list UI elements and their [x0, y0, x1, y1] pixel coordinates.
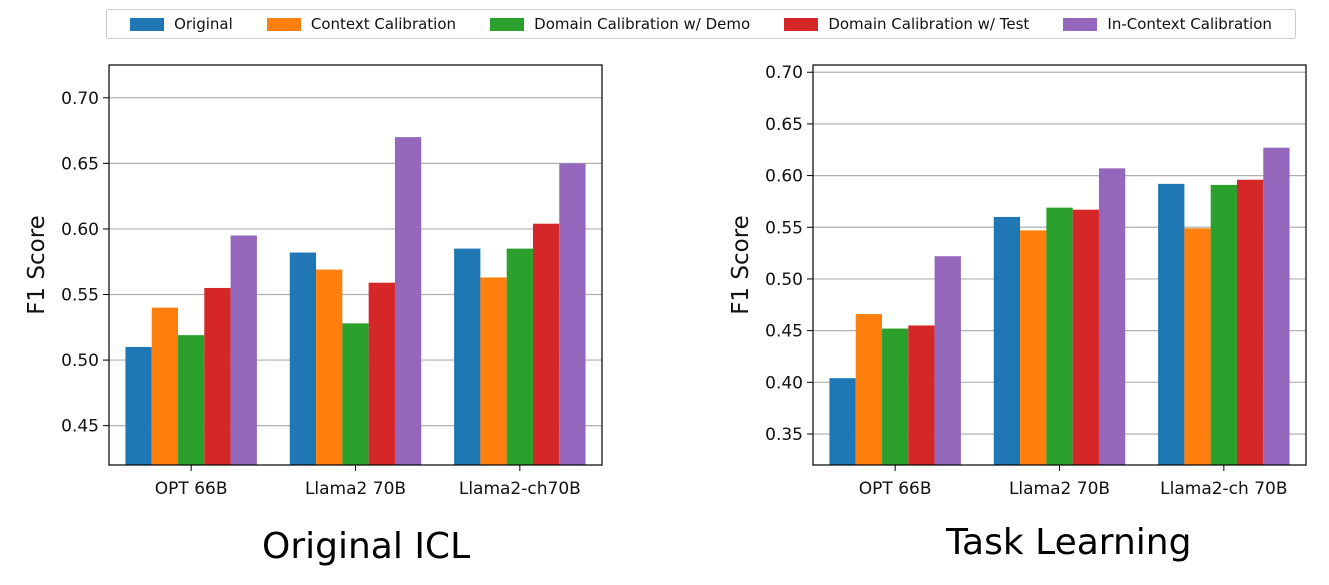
chart-right-ytick-label: 0.50: [765, 270, 803, 290]
legend-item-context-calibration: Context Calibration: [266, 15, 457, 33]
legend-swatch-domain-calibration-demo: [490, 17, 525, 31]
chart-right-bar-5-2: [1098, 168, 1126, 465]
legend-label-domain-calibration-test: Domain Calibration w/ Test: [828, 15, 1030, 33]
legend-item-domain-calibration-test: Domain Calibration w/ Test: [784, 15, 1029, 33]
chart-left-ytick-label: 0.60: [61, 220, 99, 240]
chart-left-bar-5-1: [230, 235, 257, 465]
legend-label-original: Original: [174, 15, 233, 33]
chart-right-bar-2-3: [1184, 228, 1211, 465]
chart-left-bar-2-3: [480, 277, 507, 465]
legend-label-context-calibration: Context Calibration: [310, 15, 457, 33]
chart-right-bar-4-2: [1072, 209, 1099, 465]
chart-left-xtick-label: Llama2 70B: [305, 479, 406, 499]
chart-left-xtick-label: Llama2-ch70B: [459, 479, 581, 499]
chart-left-bar-1-3: [454, 248, 481, 465]
chart-right-bar-5-1: [934, 256, 961, 465]
chart-right-bar-4-3: [1236, 179, 1264, 465]
legend: Original Context Calibration Domain Cali…: [106, 9, 1296, 39]
caption-task-learning: Task Learning: [946, 522, 1192, 563]
chart-right-ytick-label: 0.55: [765, 218, 803, 238]
legend-item-domain-calibration-demo: Domain Calibration w/ Demo: [490, 15, 750, 33]
chart-left-bar-5-3: [559, 163, 586, 465]
chart-right-bar-1-2: [993, 216, 1021, 465]
chart-right-bar-5-3: [1263, 147, 1290, 466]
chart-left-xtick-label: OPT 66B: [155, 479, 228, 499]
chart-right-bar-3-1: [882, 328, 909, 465]
chart-right-ytick-label: 0.45: [765, 322, 803, 342]
chart-right-frame: [812, 64, 1307, 466]
legend-label-domain-calibration-demo: Domain Calibration w/ Demo: [534, 15, 751, 33]
chart-right-ylabel: F1 Score: [728, 215, 754, 315]
chart-left-bar-2-1: [151, 307, 179, 465]
chart-left-bar-4-1: [204, 287, 231, 465]
chart-left-bar-3-1: [178, 335, 205, 465]
chart-left-frame: [108, 64, 603, 466]
chart-left-bar-3-2: [342, 323, 369, 465]
legend-swatch-in-context-calibration: [1063, 17, 1098, 31]
chart-left-ytick-label: 0.45: [61, 417, 99, 437]
chart-left-ytick-label: 0.55: [61, 286, 99, 306]
chart-right-bar-2-1: [855, 314, 883, 465]
legend-item-in-context-calibration: In-Context Calibration: [1063, 15, 1272, 33]
legend-item-original: Original: [130, 15, 233, 33]
chart-right-xtick-label: Llama2-ch 70B: [1160, 479, 1287, 499]
chart-right-bar-3-3: [1210, 184, 1237, 465]
chart-right-ytick-label: 0.35: [765, 425, 803, 445]
chart-left-bar-4-2: [368, 282, 395, 465]
chart-left-bar-1-2: [289, 252, 317, 465]
chart-right-ytick-label: 0.70: [765, 63, 803, 83]
legend-swatch-original: [130, 17, 165, 31]
legend-swatch-context-calibration: [266, 17, 301, 31]
chart-right-bar-4-1: [908, 325, 935, 465]
chart-right-bar-1-3: [1158, 183, 1185, 466]
chart-left-bar-1-1: [125, 346, 152, 465]
chart-right-ytick-label: 0.65: [765, 115, 803, 135]
chart-right-bar-1-1: [829, 378, 856, 465]
chart-left-bar-2-2: [316, 269, 343, 465]
chart-left-ytick-label: 0.65: [61, 154, 99, 174]
caption-original-icl: Original ICL: [262, 526, 471, 567]
chart-right-xtick-label: OPT 66B: [859, 479, 932, 499]
chart-right-ytick-label: 0.60: [765, 167, 803, 187]
chart-left-bar-4-3: [532, 223, 560, 465]
chart-left-bar-5-2: [394, 137, 422, 465]
chart-left-ytick-label: 0.50: [61, 351, 99, 371]
chart-right-bar-2-2: [1020, 230, 1047, 465]
chart-left-ylabel: F1 Score: [24, 215, 50, 315]
chart-left-ytick-label: 0.70: [61, 89, 99, 109]
chart-right-ytick-label: 0.40: [765, 373, 803, 393]
chart-right-bar-3-2: [1046, 207, 1073, 465]
legend-swatch-domain-calibration-test: [784, 17, 819, 31]
legend-label-in-context-calibration: In-Context Calibration: [1107, 15, 1272, 33]
chart-left-bar-3-3: [506, 248, 533, 465]
chart-right-xtick-label: Llama2 70B: [1009, 479, 1110, 499]
